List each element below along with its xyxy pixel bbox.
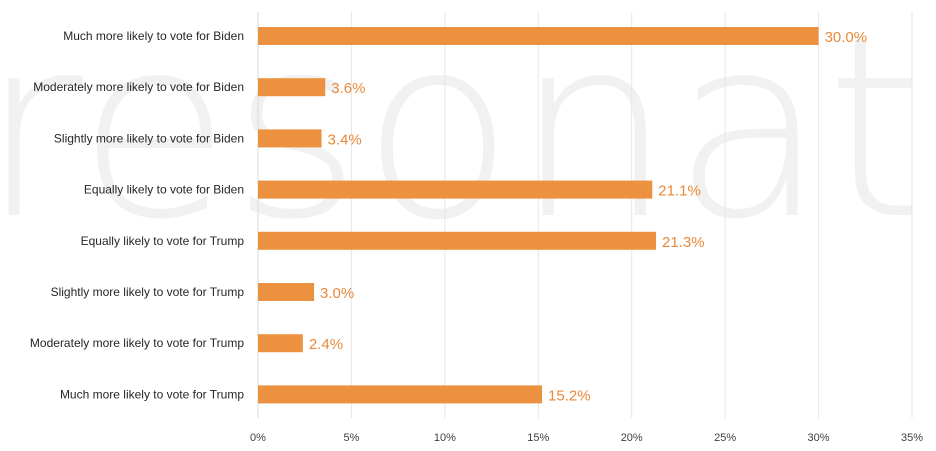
- bar: [258, 385, 543, 404]
- x-tick-label: 5%: [343, 432, 359, 444]
- data-label: 30.0%: [825, 29, 868, 46]
- x-tick-label: 30%: [808, 432, 830, 444]
- category-label: Much more likely to vote for Biden: [63, 29, 244, 43]
- category-label: Much more likely to vote for Trump: [60, 387, 244, 401]
- x-tick-label: 15%: [527, 432, 549, 444]
- bar: [258, 27, 819, 45]
- data-labels: 30.0% 3.6% 3.4% 21.1% 21.3% 3.0% 2.4% 15.2%: [309, 29, 867, 404]
- data-label: 2.4%: [309, 336, 343, 353]
- category-label: Moderately more likely to vote for Biden: [33, 80, 244, 94]
- category-label: Slightly more likely to vote for Biden: [54, 131, 244, 145]
- bar: [258, 180, 653, 199]
- bar: [258, 78, 326, 97]
- data-label: 3.0%: [320, 285, 354, 302]
- bar: [258, 334, 303, 353]
- x-tick-label: 35%: [901, 432, 923, 444]
- x-tick-label: 25%: [714, 432, 736, 444]
- x-tick-label: 10%: [434, 432, 456, 444]
- data-label: 3.6%: [331, 80, 365, 97]
- watermark-text: resonate: [0, 0, 936, 274]
- category-labels: Much more likely to vote for Biden Modera…: [30, 29, 244, 401]
- category-label: Slightly more likely to vote for Trump: [51, 285, 245, 299]
- data-label: 3.4%: [328, 131, 362, 148]
- category-label: Moderately more likely to vote for Trump: [30, 336, 244, 350]
- category-label: Equally likely to vote for Biden: [84, 183, 244, 197]
- bar: [258, 231, 657, 250]
- bars: [258, 27, 819, 404]
- data-label: 21.1%: [658, 183, 701, 200]
- data-label: 15.2%: [548, 387, 591, 404]
- x-tick-label: 0%: [250, 432, 266, 444]
- gridlines: [350, 12, 913, 418]
- category-label: Equally likely to vote for Trump: [81, 234, 245, 248]
- bar: [258, 283, 315, 301]
- data-label: 21.3%: [662, 234, 705, 251]
- x-axis-tick-labels: 0% 5% 10% 15% 20% 25% 30% 35%: [250, 432, 923, 444]
- x-tick-label: 20%: [621, 432, 643, 444]
- bar: [258, 129, 322, 148]
